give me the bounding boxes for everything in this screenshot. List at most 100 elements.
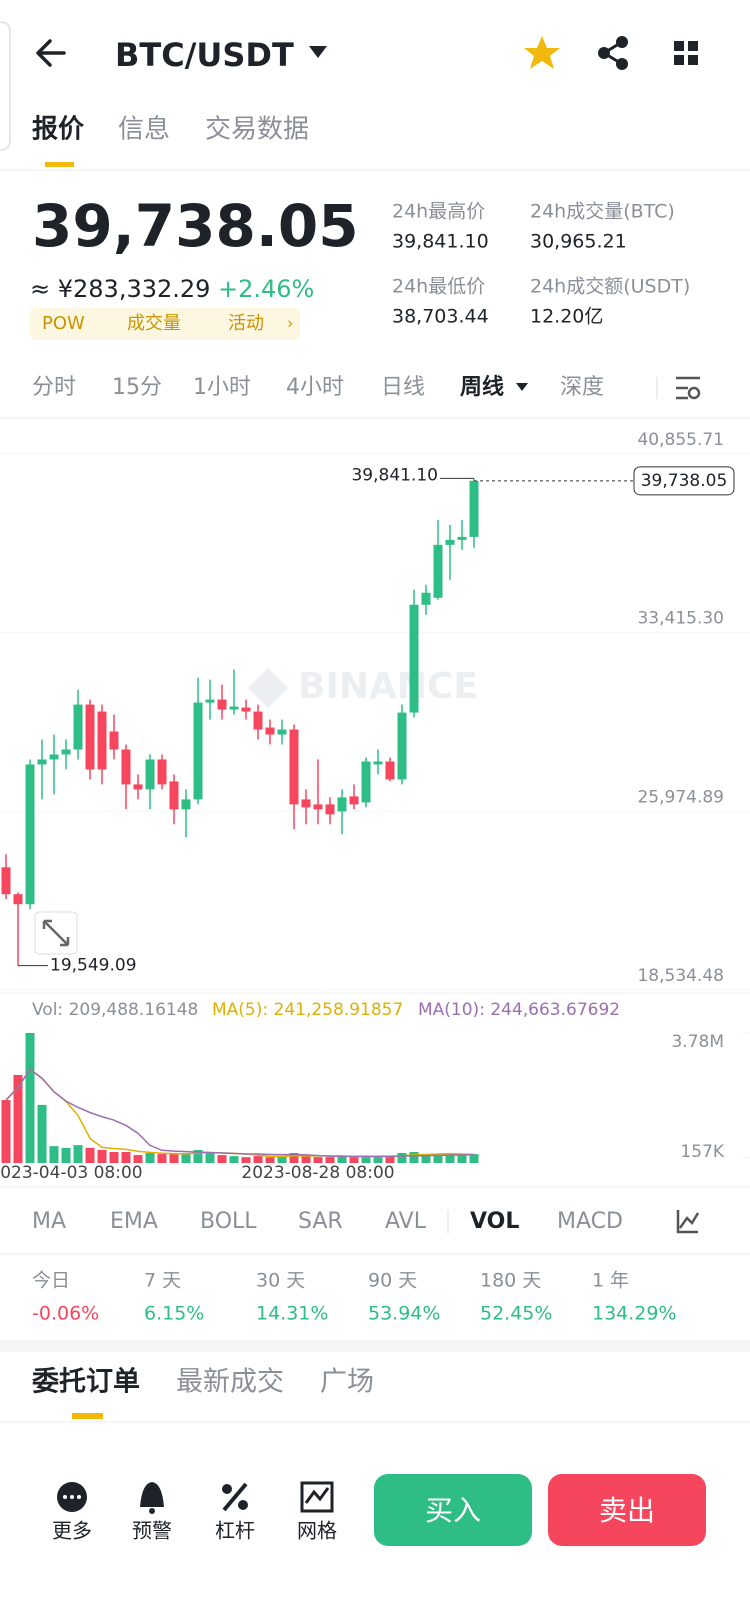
candle-body	[385, 761, 395, 780]
nav-label[interactable]: 杠杆	[215, 1519, 255, 1543]
interval[interactable]: 4小时	[286, 375, 344, 400]
perf-label: 7 天	[144, 1270, 181, 1292]
volume-bar	[385, 1156, 395, 1163]
high-label: 39,841.10	[351, 465, 438, 485]
volume-bar	[277, 1156, 287, 1163]
volume-bar	[265, 1157, 275, 1163]
stat-value: 12.20亿	[530, 306, 603, 328]
y-tick-label: 40,855.71	[637, 430, 724, 450]
volume-bar	[445, 1154, 455, 1163]
ma5-legend: MA(5): 241,258.91857	[212, 1000, 403, 1020]
tag[interactable]: 成交量	[127, 313, 181, 334]
nav-label[interactable]: 预警	[132, 1519, 172, 1543]
candle-body	[205, 699, 215, 703]
indicator[interactable]: VOL	[470, 1209, 519, 1234]
ma10-legend: MA(10): 244,663.67692	[418, 1000, 620, 1020]
book-tab[interactable]: 广场	[320, 1367, 374, 1398]
volume-bar	[157, 1154, 167, 1163]
tab-indicator	[45, 162, 74, 167]
book-tab[interactable]: 委托订单	[32, 1367, 140, 1398]
favorite-star[interactable]	[524, 36, 560, 69]
volume-bar	[433, 1155, 443, 1163]
low-label: 19,549.09	[50, 956, 137, 976]
interval[interactable]: 1小时	[193, 375, 251, 400]
volume-bar	[409, 1151, 419, 1163]
indicator[interactable]: BOLL	[200, 1209, 257, 1234]
perf-value: 53.94%	[368, 1303, 440, 1325]
candle-body	[349, 796, 359, 805]
expand-icon	[42, 919, 70, 947]
interval[interactable]: 深度	[560, 375, 604, 400]
volume-bar	[337, 1156, 347, 1163]
book-tab[interactable]: 最新成交	[176, 1367, 284, 1398]
interval-dropdown[interactable]	[516, 383, 528, 391]
indicator[interactable]: AVL	[385, 1209, 427, 1234]
chart-settings[interactable]	[676, 376, 701, 400]
candle-body	[1, 867, 11, 895]
buy-button[interactable]	[374, 1474, 532, 1546]
layout-button[interactable]	[674, 41, 698, 65]
pair-dropdown[interactable]	[309, 46, 327, 58]
candle-body	[37, 759, 47, 765]
nav-label[interactable]: 网格	[297, 1519, 337, 1543]
tag[interactable]: 活动	[228, 313, 264, 334]
perf-label: 90 天	[368, 1270, 417, 1292]
pair-title[interactable]: BTC/USDT	[115, 36, 294, 74]
interval[interactable]: 15分	[112, 375, 162, 400]
candle-body	[73, 704, 83, 750]
sell-button[interactable]	[548, 1474, 706, 1546]
candle-body	[265, 727, 275, 735]
candle-body	[361, 761, 371, 803]
perf-value: 52.45%	[480, 1303, 552, 1325]
tab[interactable]: 报价	[32, 114, 85, 145]
volume-bar	[193, 1149, 203, 1163]
x-label: 2023-08-28 08:00	[241, 1163, 394, 1183]
perf-value: 6.15%	[144, 1303, 204, 1325]
nav-label[interactable]: 更多	[52, 1519, 92, 1543]
stat-label: 24h成交额(USDT)	[530, 276, 690, 298]
x-label: 2023-04-03 08:00	[0, 1163, 143, 1183]
perf-label: 180 天	[480, 1270, 541, 1292]
nav-icons	[57, 1481, 334, 1514]
candle-body	[313, 804, 323, 810]
volume-bar	[37, 1104, 47, 1163]
indicator-settings[interactable]	[676, 1210, 700, 1234]
ma5-line	[5, 1068, 475, 1158]
candle-body	[301, 799, 311, 808]
share-button[interactable]	[598, 36, 628, 70]
indicator[interactable]: EMA	[110, 1209, 158, 1234]
indicator[interactable]: MACD	[557, 1209, 623, 1234]
volume-bar	[109, 1151, 119, 1163]
tag[interactable]: POW	[42, 313, 85, 334]
interval[interactable]: 周线	[460, 374, 504, 400]
volume-bar	[325, 1157, 335, 1163]
price-change: +2.46%	[218, 275, 314, 303]
candle-body	[121, 749, 131, 785]
indicator[interactable]: MA	[32, 1209, 66, 1234]
tab[interactable]: 交易数据	[205, 115, 309, 145]
interval[interactable]: 日线	[381, 375, 425, 400]
volume-bar	[373, 1157, 383, 1163]
volume-bar	[205, 1151, 215, 1163]
sell-label[interactable]: 卖出	[599, 1494, 655, 1527]
candle-body	[157, 759, 167, 785]
back-button[interactable]	[36, 39, 66, 67]
candle-body	[277, 729, 287, 735]
volume-bar	[25, 1033, 35, 1163]
y-tick-label: 25,974.89	[637, 787, 724, 807]
volume-bar	[301, 1156, 311, 1163]
volume-bar	[169, 1154, 179, 1163]
interval[interactable]: 分时	[32, 375, 76, 400]
vol-tick-label: 157K	[680, 1142, 724, 1162]
indicator[interactable]: SAR	[298, 1209, 343, 1234]
candle-body	[253, 711, 263, 730]
perf-label: 30 天	[256, 1270, 305, 1292]
candle-body	[325, 804, 335, 815]
perf-value: 14.31%	[256, 1303, 328, 1325]
volume-bar	[469, 1154, 479, 1163]
tab[interactable]: 信息	[118, 115, 170, 145]
watermark-logo	[248, 668, 288, 708]
section-gap	[0, 1340, 750, 1352]
candle-body	[433, 544, 443, 598]
buy-label[interactable]: 买入	[425, 1494, 481, 1527]
